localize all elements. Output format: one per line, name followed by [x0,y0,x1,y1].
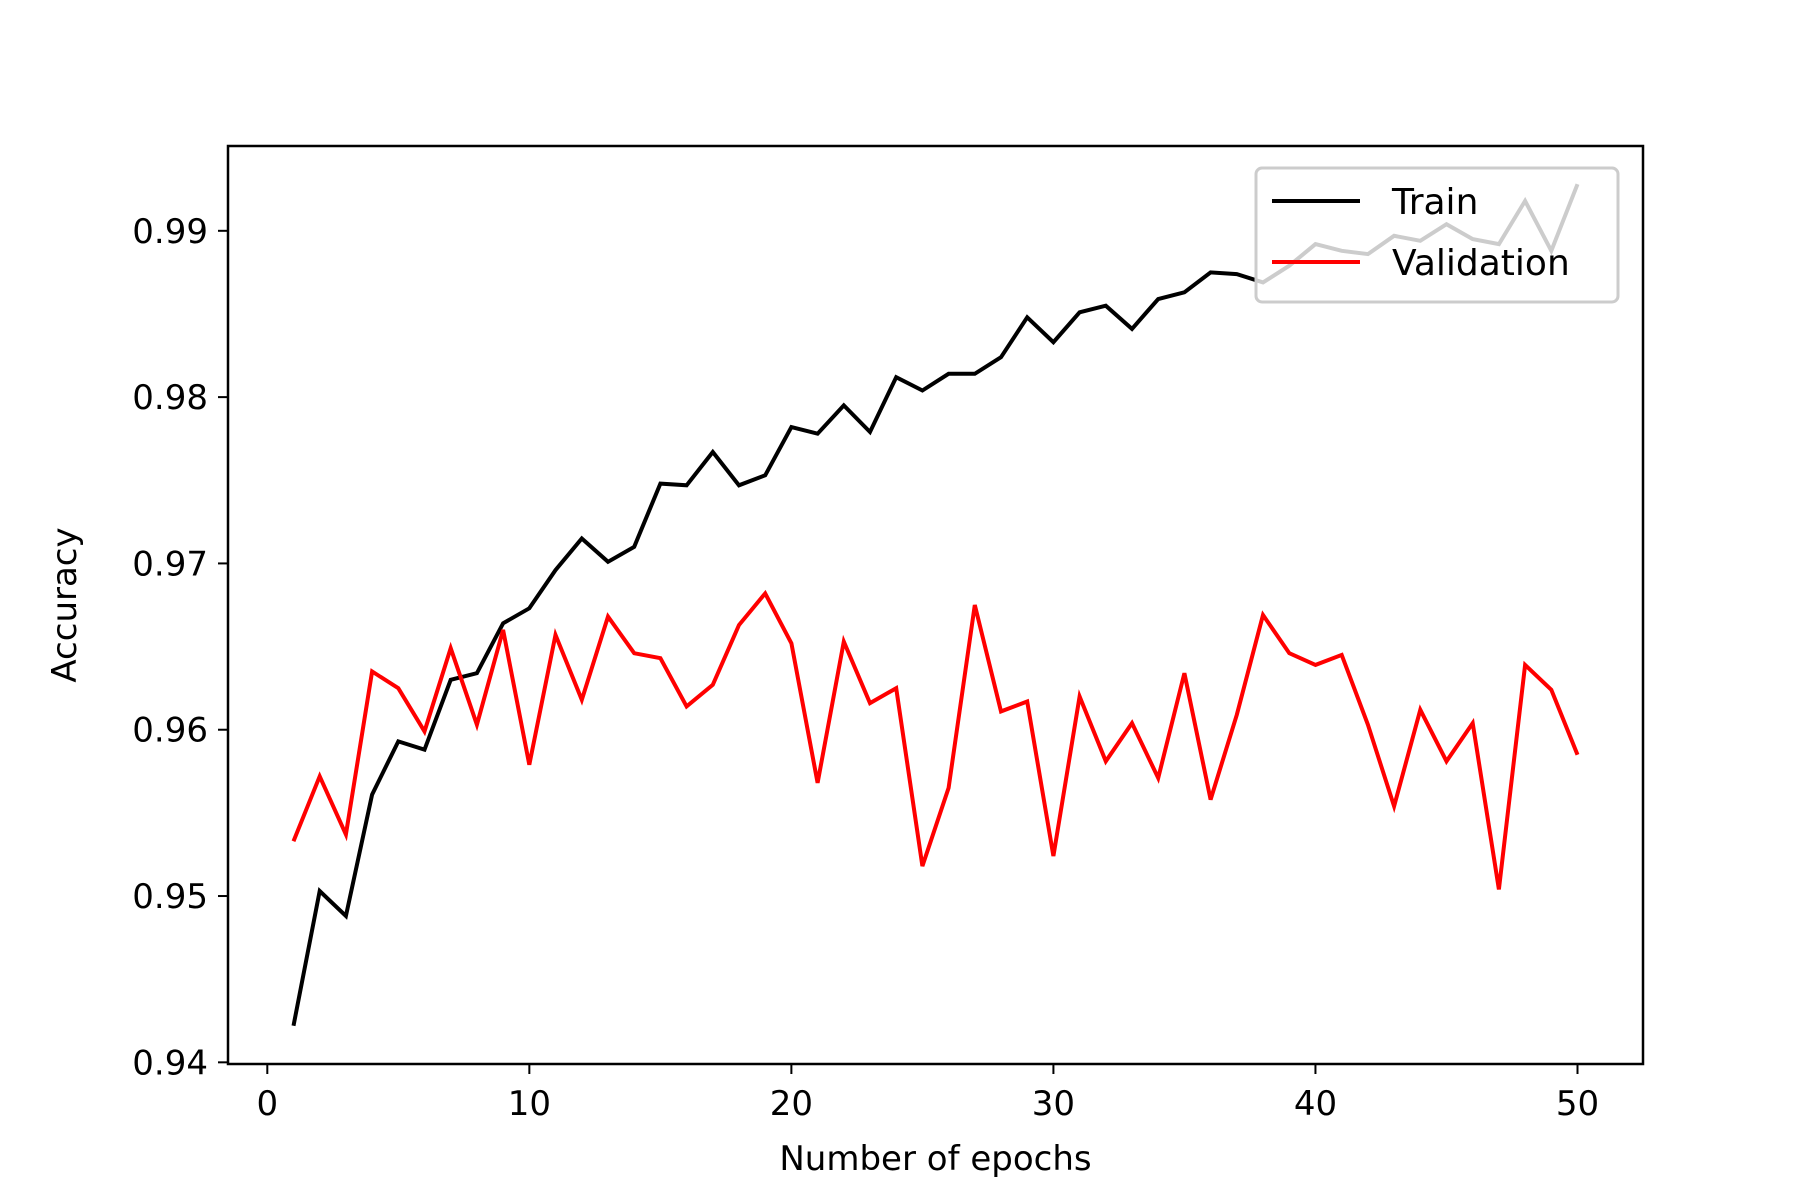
axes-frame [226,144,1645,1066]
x-tick-label: 40 [1294,1084,1337,1124]
y-tick-label: 0.94 [132,1043,208,1083]
legend: Train Validation [1254,166,1620,304]
y-tick-label: 0.98 [132,378,208,418]
x-tick-label: 10 [508,1084,551,1124]
y-tick-label: 0.99 [132,212,208,252]
legend-label-validation: Validation [1392,243,1570,284]
y-tick-label: 0.95 [132,877,208,917]
x-axis-title: Number of epochs [779,1139,1091,1179]
plot-area: 0 10 20 30 40 50 0.94 0.95 0.96 0.97 0.98 0.99 Numbe… [45,144,1645,1179]
x-tick-label: 20 [770,1084,813,1124]
y-tick-label: 0.96 [132,711,208,751]
x-tick-label: 30 [1032,1084,1075,1124]
x-tick-label: 50 [1556,1084,1599,1124]
legend-label-train: Train [1391,182,1478,223]
series-line-validation [291,589,1580,890]
y-tick-label: 0.97 [132,544,208,584]
x-tick-label: 0 [256,1084,278,1124]
y-axis-title: Accuracy [45,527,85,682]
